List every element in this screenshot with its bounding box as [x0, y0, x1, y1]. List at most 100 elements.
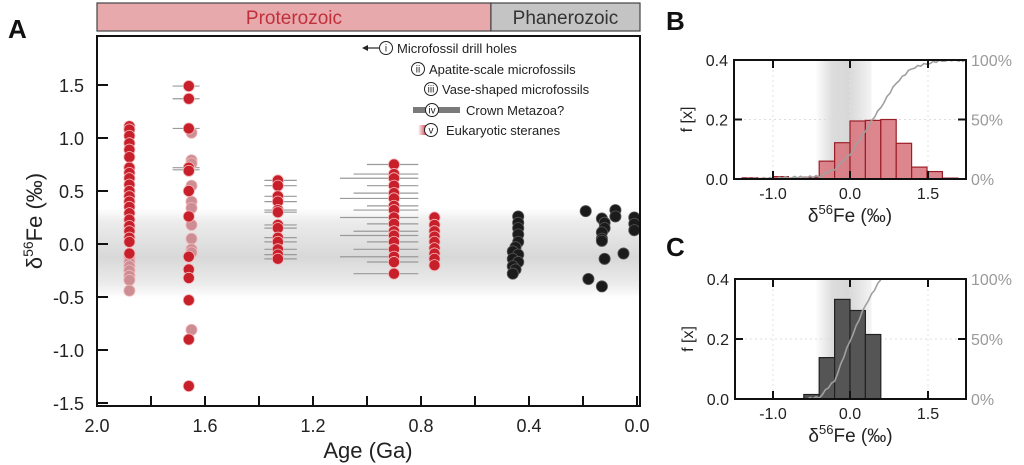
x-tick-label: -1.0 [759, 186, 787, 203]
legend-label: Vase-shaped microfossils [442, 82, 590, 97]
data-point [123, 151, 136, 164]
y2-tick-label: 50% [971, 332, 1003, 349]
arrow-head-icon [362, 45, 368, 51]
data-point [387, 256, 400, 269]
y-tick-label: 1.0 [59, 129, 84, 149]
x-tick-label: -1.0 [759, 406, 787, 423]
data-point [182, 184, 195, 197]
y2-tick-label: 0% [971, 172, 994, 189]
plot-frame-a [96, 35, 641, 407]
histogram-bar [880, 118, 897, 179]
x-tick-label: 1.6 [192, 416, 217, 436]
panel-letter-a: A [8, 14, 27, 44]
numeral-circle-icon [411, 62, 425, 76]
panel-c: -1.0 0.0 1.5 0.0 0% 0.2 50% 0.4 100% δ56Fe (‰) f [… [680, 272, 1012, 447]
numeral-circle-icon [424, 123, 438, 137]
data-point [595, 280, 608, 293]
gradient-icon [418, 125, 428, 135]
x-tick-label: 2.0 [84, 416, 109, 436]
data-point [582, 272, 595, 285]
panel-b: -1.0 0.0 1.5 0.0 0% 0.2 50% 0.4 100% δ56Fe (‰) f [… [679, 53, 1012, 227]
y-tick-label: 0.4 [707, 272, 729, 289]
data-point [271, 179, 284, 192]
y-tick-label: 0.4 [706, 53, 728, 70]
x-tick-label: 0.0 [839, 406, 861, 423]
era-label-proterozoic: Proterozoic [246, 8, 342, 29]
y-tick-label: 0.2 [707, 332, 729, 349]
legend-item-3: iii Vase-shaped microfossils [424, 82, 590, 97]
x-tick-label: 1.2 [300, 416, 325, 436]
y-tick-label: 0.2 [706, 113, 728, 130]
data-point [182, 333, 195, 346]
y-axis-title-delta: δ [22, 257, 47, 269]
x-axis-title-delta: δ [808, 206, 819, 227]
data-point [628, 224, 640, 237]
data-point [123, 247, 136, 260]
legend-label: Crown Metazoa? [466, 103, 564, 118]
data-point [182, 92, 195, 105]
data-point [506, 267, 519, 280]
x-axis-title: δ56Fe (‰) [808, 202, 892, 227]
legend-numeral: v [429, 126, 434, 137]
era-bar: Proterozoic Phanerozoic [96, 2, 641, 32]
data-point [123, 284, 136, 297]
data-point [185, 232, 198, 245]
legend-label: Microfossil drill holes [397, 41, 517, 56]
x-tick-label: 1.5 [917, 186, 939, 203]
x-axis-title-rest: Fe (‰) [833, 206, 892, 227]
y-tick-label: 0.5 [59, 182, 84, 202]
plot-area [735, 279, 966, 399]
y-tick-label: -1.5 [53, 394, 84, 414]
legend-item-4: iv Crown Metazoa? [413, 103, 564, 118]
legend-numeral: iv [428, 106, 435, 117]
data-point [271, 252, 284, 265]
x-axis-title-sup: 56 [819, 422, 833, 437]
panel-letter-b: B [666, 6, 685, 36]
era-label-phanerozoic: Phanerozoic [513, 8, 619, 29]
y-axis-title-sup: 56 [20, 241, 36, 257]
cdf-line [803, 279, 882, 399]
era-proterozoic [96, 2, 492, 32]
numeral-circle-icon [379, 41, 393, 55]
axis-ticks-a: 2.0 1.6 1.2 0.8 0.4 0.0 -1.5 -1.0 -0.5 0.0 0.5 1.0 1… [53, 76, 650, 436]
x-tick-label: 1.5 [917, 406, 939, 423]
data-point [617, 247, 630, 260]
legend-numeral: ii [416, 65, 420, 76]
legend-item-1: i Microfossil drill holes [362, 41, 517, 56]
y-tick-label: 0.0 [59, 235, 84, 255]
y-tick-label: 0.0 [707, 392, 729, 409]
data-point [182, 210, 195, 223]
legend-label: Eukaryotic steranes [446, 123, 561, 138]
legend-label: Apatite-scale microfossils [429, 62, 576, 77]
data-point [579, 205, 592, 218]
numeral-circle-icon [425, 103, 439, 117]
legend-numeral: iii [428, 85, 435, 96]
x-tick-label: 0.4 [516, 416, 541, 436]
data-point [595, 234, 608, 247]
data-point [182, 250, 195, 263]
legend-numeral: i [385, 44, 387, 55]
y2-tick-label: 50% [971, 113, 1003, 130]
data-point [598, 252, 611, 265]
reference-band [98, 208, 639, 298]
data-point [387, 267, 400, 280]
data-point [271, 206, 284, 219]
data-point [182, 294, 195, 307]
data-points [123, 80, 640, 393]
histogram-bar [818, 357, 836, 399]
x-axis-title-sup: 56 [819, 202, 833, 217]
y2-tick-label: 0% [971, 392, 994, 409]
y2-tick-label: 100% [971, 272, 1012, 289]
data-point [182, 380, 195, 393]
x-axis-title: δ56Fe (‰) [808, 422, 892, 447]
panel-a: Proterozoic Phanerozoic 2.0 1.6 1.2 0.8 0.4 0.… [20, 2, 650, 463]
x-tick-label: 0.0 [839, 186, 861, 203]
cdf-line [742, 60, 966, 179]
data-point [182, 80, 195, 93]
x-tick-label: 0.8 [408, 416, 433, 436]
x-axis-title-rest: Fe (‰) [833, 426, 892, 447]
data-point [428, 259, 441, 272]
x-tick-label: 0.0 [624, 416, 649, 436]
y2-tick-label: 100% [971, 53, 1012, 70]
